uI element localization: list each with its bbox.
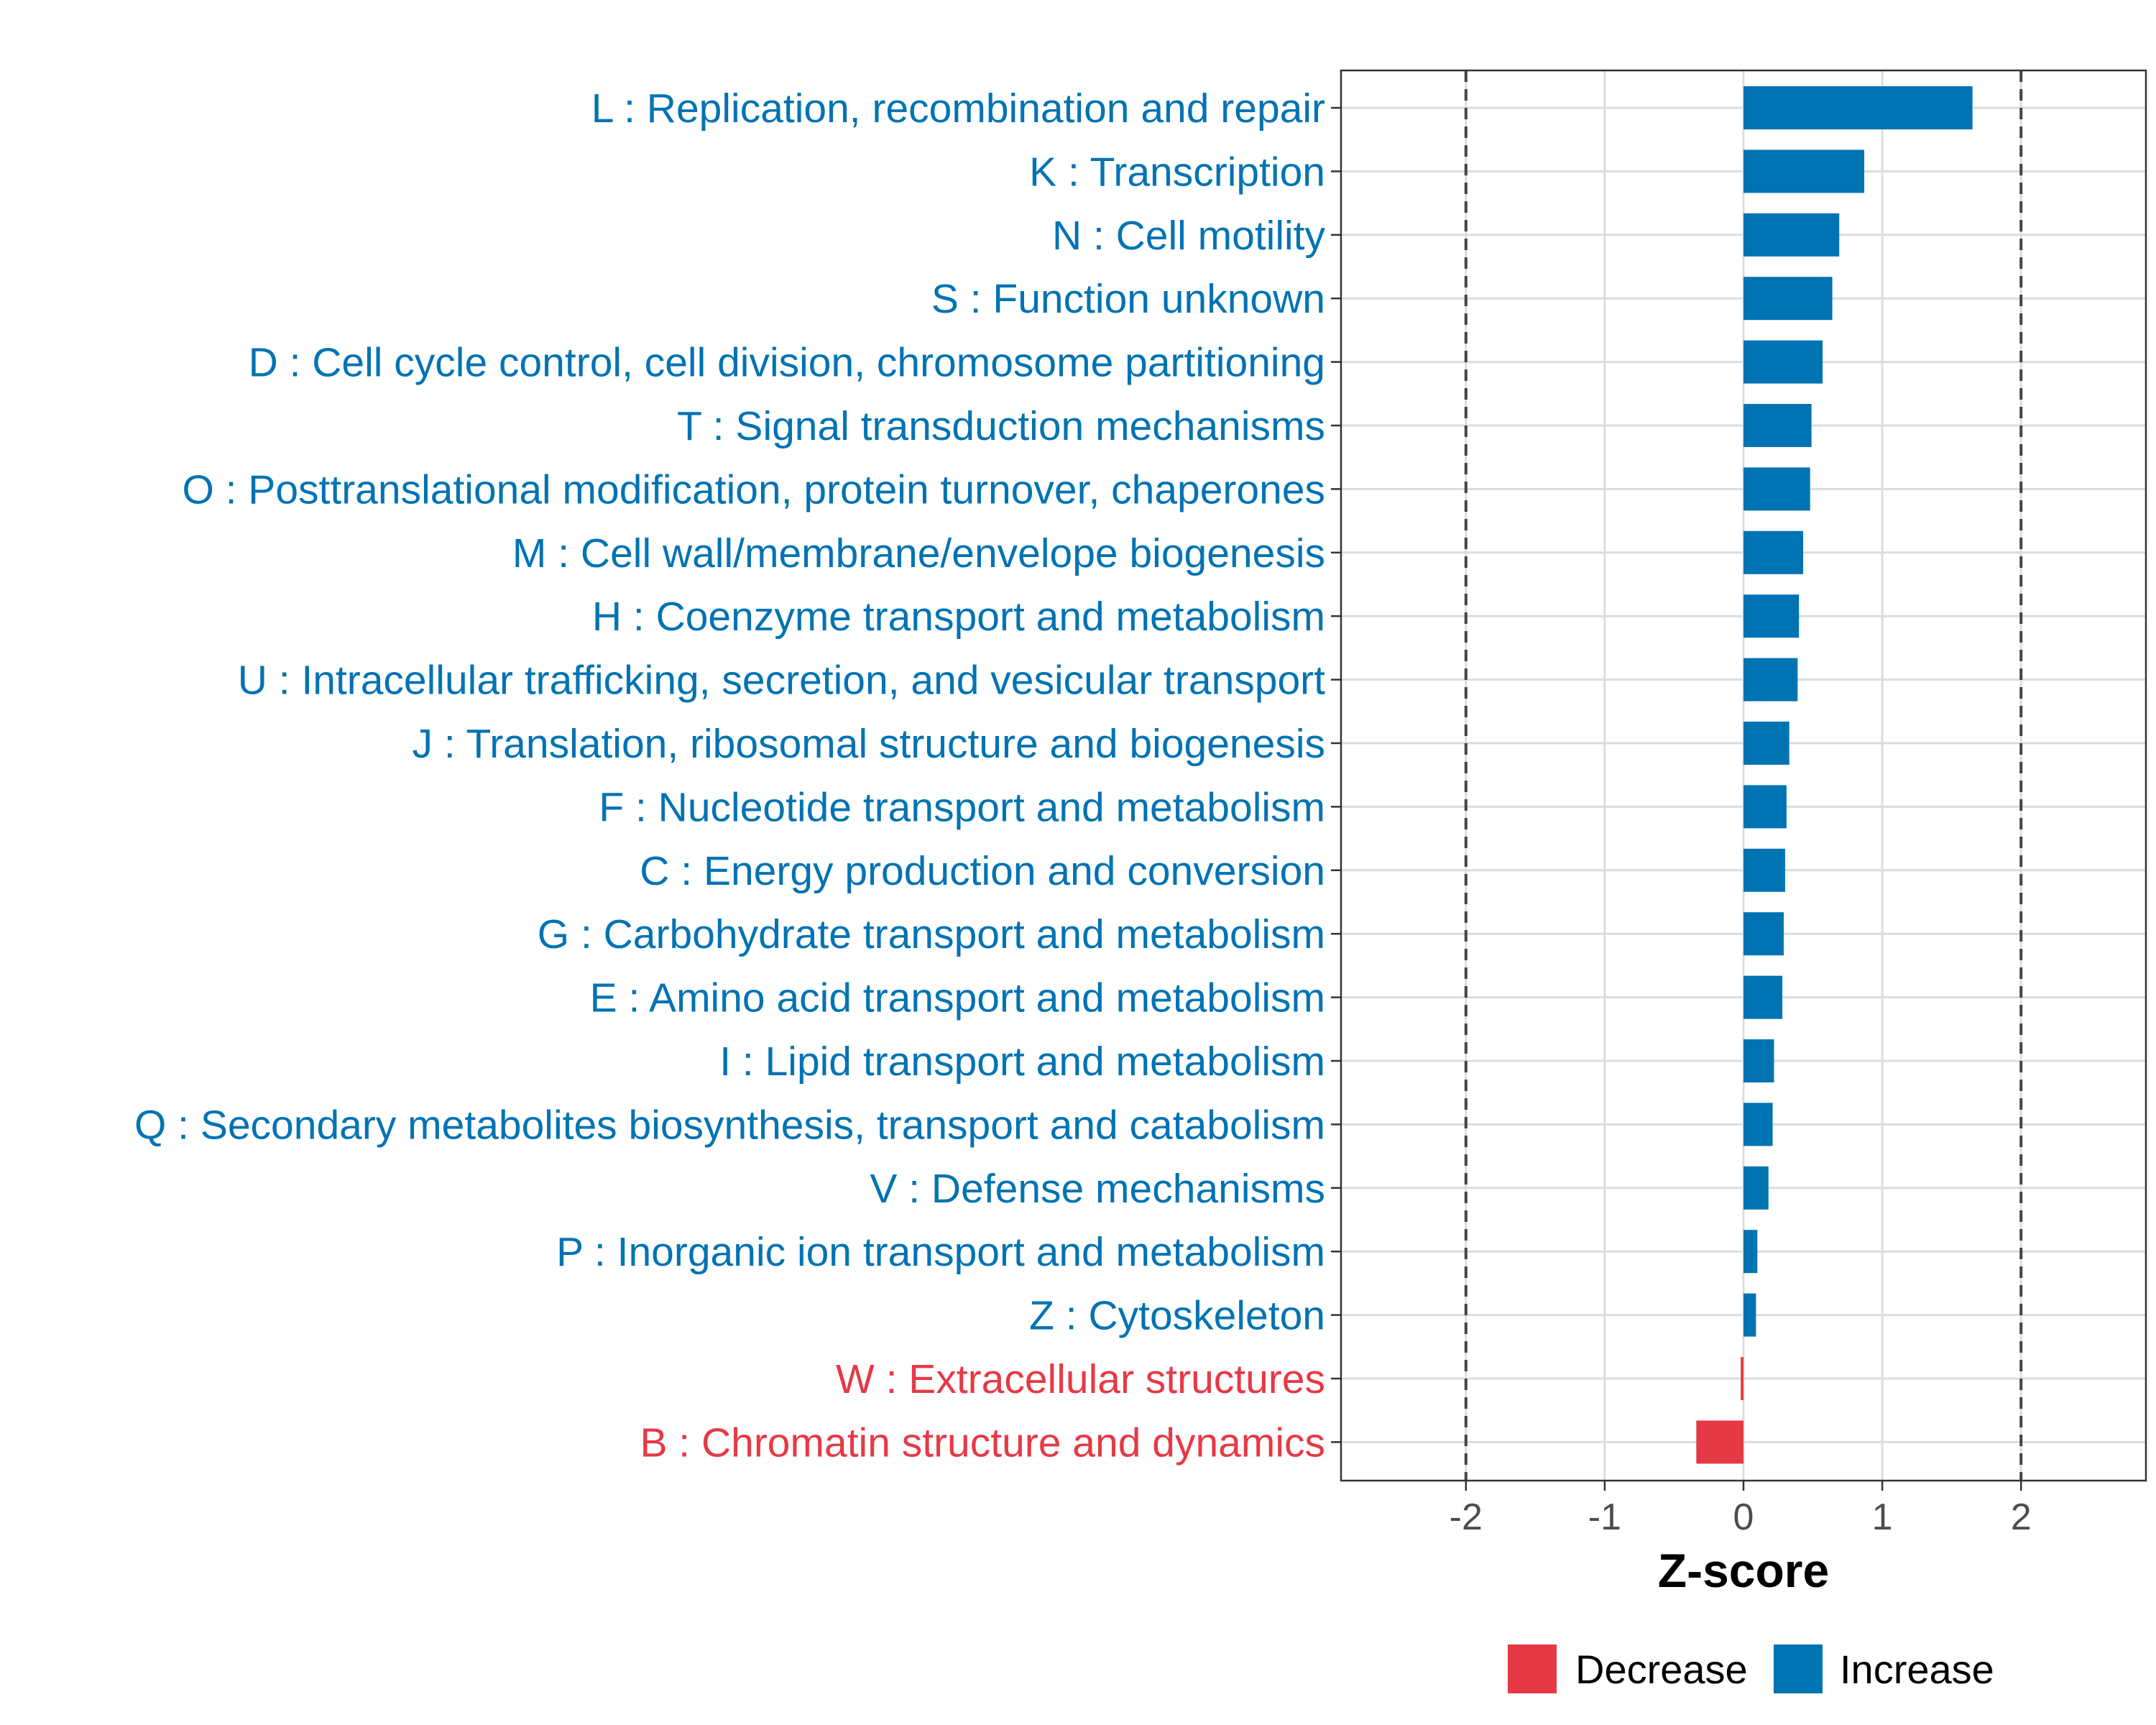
bar [1743, 912, 1784, 956]
bar [1743, 150, 1864, 193]
bar [1743, 1166, 1769, 1210]
bar [1743, 340, 1823, 384]
legend-label-decrease: Decrease [1575, 1647, 1748, 1692]
category-label: S : Function unknown [931, 276, 1325, 322]
category-label: G : Carbohydrate transport and metabolis… [538, 911, 1325, 957]
category-label: M : Cell wall/membrane/envelope biogenes… [512, 530, 1325, 576]
bar [1743, 404, 1812, 447]
category-axis-ticks [1331, 106, 1341, 1443]
bar [1743, 785, 1787, 829]
bar [1743, 1103, 1773, 1146]
category-label: F : Nucleotide transport and metabolism [599, 784, 1325, 830]
category-label: V : Defense mechanisms [870, 1166, 1325, 1212]
bar [1743, 594, 1800, 638]
bar [1743, 1293, 1756, 1337]
bar [1743, 277, 1833, 321]
category-label: Z : Cytoskeleton [1029, 1293, 1325, 1339]
x-tick-label: -2 [1450, 1496, 1483, 1538]
bar [1743, 467, 1810, 511]
x-axis-ticks [1465, 1481, 2022, 1491]
bars [1696, 86, 1973, 1464]
category-label: T : Signal transduction mechanisms [677, 403, 1325, 449]
bar [1743, 658, 1798, 702]
category-label: C : Energy production and conversion [640, 848, 1325, 894]
bar [1743, 213, 1840, 257]
x-axis-tick-labels: -2 -1 0 1 2 [1450, 1496, 2032, 1538]
category-label: W : Extracellular structures [836, 1356, 1325, 1402]
bar [1743, 1230, 1758, 1274]
x-tick-label: 2 [2011, 1496, 2032, 1538]
category-label: O : Posttranslational modification, prot… [182, 466, 1325, 512]
x-tick-label: -1 [1588, 1496, 1621, 1538]
category-label: L : Replication, recombination and repai… [591, 86, 1325, 132]
x-tick-label: 0 [1733, 1496, 1754, 1538]
bar [1696, 1420, 1743, 1464]
bar [1743, 1039, 1774, 1082]
bar [1743, 530, 1804, 574]
bar [1743, 722, 1789, 765]
x-axis-title: Z-score [1658, 1544, 1829, 1597]
category-label: Q : Secondary metabolites biosynthesis, … [134, 1102, 1325, 1148]
legend-swatch-decrease [1508, 1644, 1557, 1693]
reference-lines [1464, 70, 2023, 1481]
bar [1743, 975, 1783, 1019]
category-label: U : Intracellular trafficking, secretion… [238, 658, 1325, 704]
category-label: P : Inorganic ion transport and metaboli… [556, 1229, 1325, 1275]
category-label: B : Chromatin structure and dynamics [640, 1420, 1325, 1466]
bar [1741, 1357, 1743, 1400]
category-label: K : Transcription [1029, 149, 1325, 195]
category-label: N : Cell motility [1052, 213, 1326, 259]
category-label: J : Translation, ribosomal structure and… [413, 721, 1325, 767]
category-label: I : Lipid transport and metabolism [719, 1039, 1325, 1085]
category-labels: L : Replication, recombination and repai… [134, 86, 1326, 1466]
legend: Decrease Increase [1508, 1644, 1994, 1693]
category-label: D : Cell cycle control, cell division, c… [249, 340, 1325, 386]
bar [1743, 848, 1785, 892]
legend-swatch-increase [1774, 1644, 1823, 1693]
x-tick-label: 1 [1872, 1496, 1893, 1538]
category-label: E : Amino acid transport and metabolism [590, 975, 1325, 1021]
legend-label-increase: Increase [1840, 1647, 1994, 1692]
category-label: H : Coenzyme transport and metabolism [592, 594, 1325, 640]
bar [1743, 86, 1973, 129]
